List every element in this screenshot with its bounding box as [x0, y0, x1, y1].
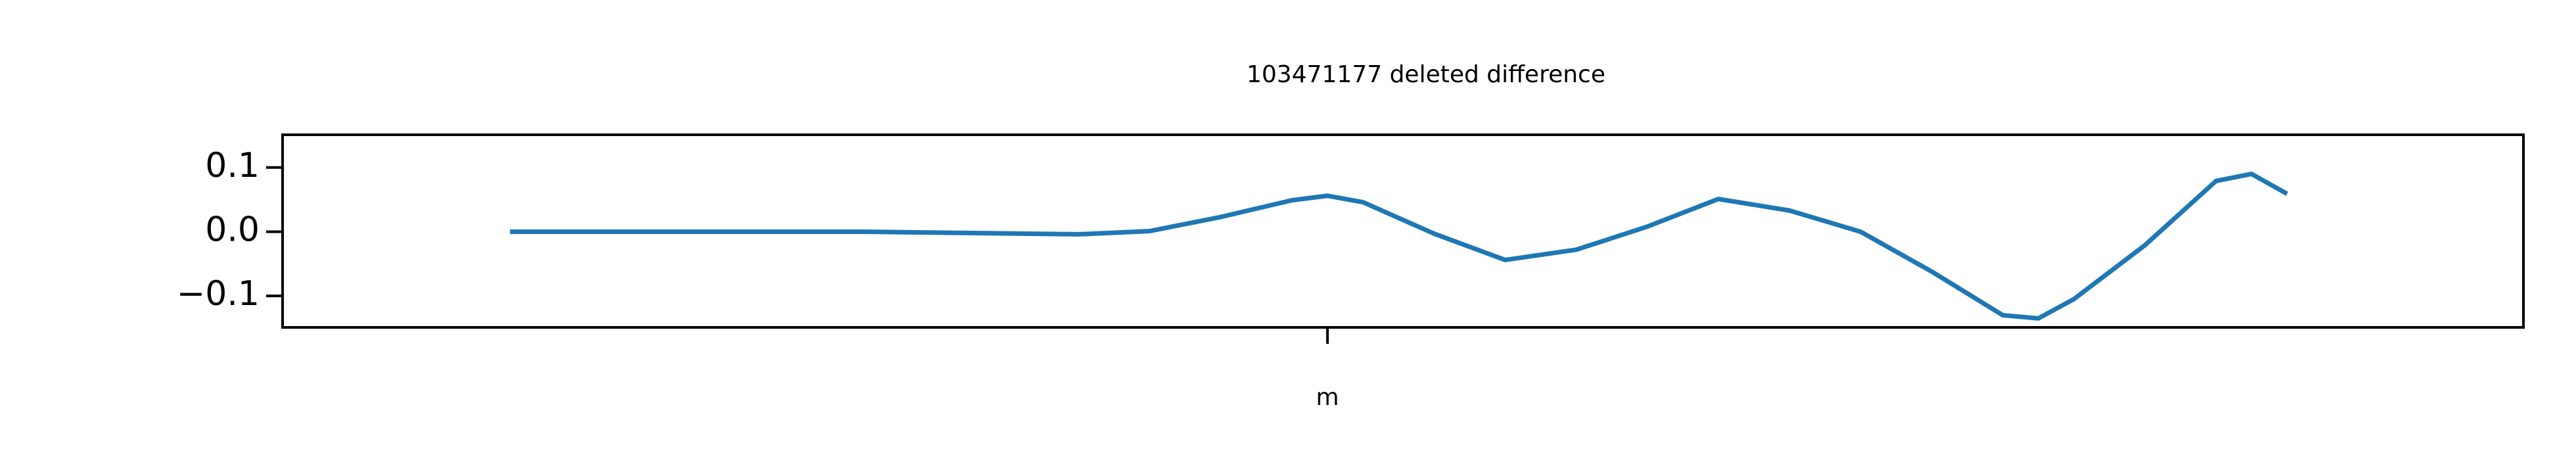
line: [510, 172, 2289, 321]
x-tick-label: m: [1316, 384, 1339, 411]
y-tick-label: 0.1: [205, 146, 260, 185]
y-tick-label: −0.1: [177, 274, 260, 314]
chart-title: 103471177 deleted difference: [1247, 61, 1605, 88]
plot-frame: [281, 133, 2525, 329]
y-tick-label: 0.0: [205, 210, 260, 249]
